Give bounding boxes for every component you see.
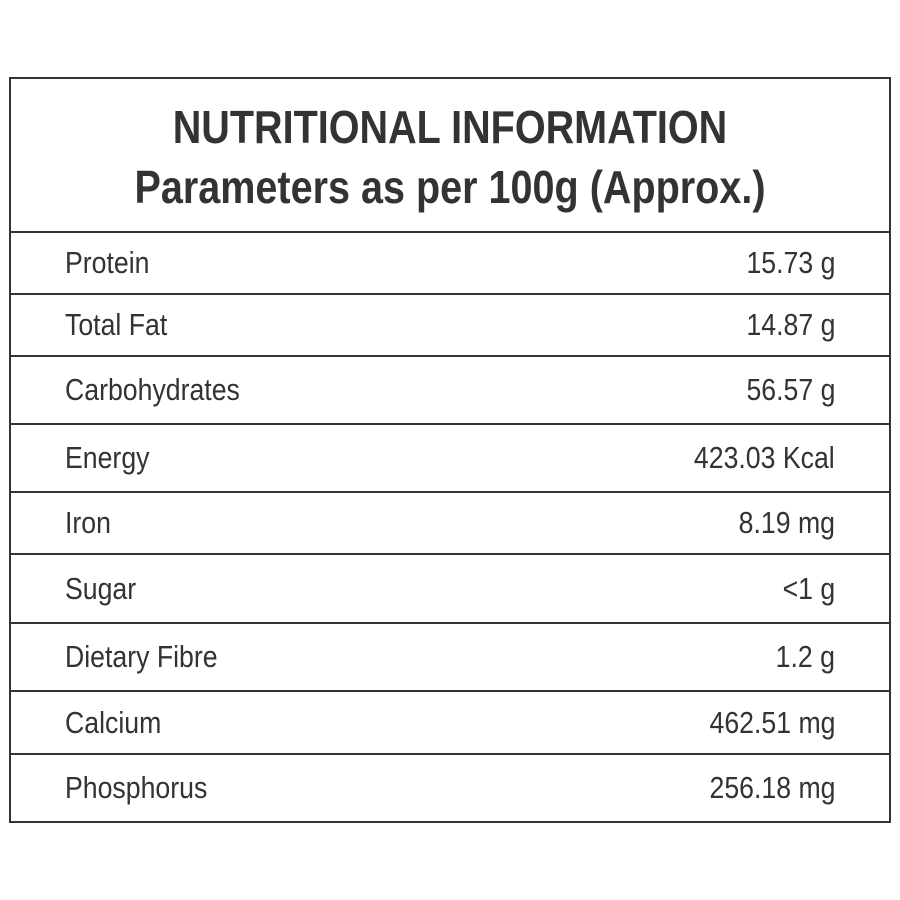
nutrient-label: Carbohydrates bbox=[65, 372, 240, 407]
nutrient-value: 14.87 g bbox=[746, 307, 835, 342]
nutrient-label: Iron bbox=[65, 505, 111, 540]
table-row: Protein 15.73 g bbox=[11, 233, 889, 295]
nutrient-label: Total Fat bbox=[65, 307, 168, 342]
nutrition-table: NUTRITIONAL INFORMATION Parameters as pe… bbox=[9, 77, 891, 823]
nutrient-value: <1 g bbox=[782, 570, 835, 606]
table-row: Sugar <1 g bbox=[11, 555, 889, 624]
nutrient-value: 462.51 mg bbox=[709, 704, 835, 740]
nutrient-label: Protein bbox=[65, 245, 150, 280]
table-title: NUTRITIONAL INFORMATION bbox=[172, 101, 728, 153]
nutrient-label: Dietary Fibre bbox=[65, 639, 218, 674]
table-row: Phosphorus 256.18 mg bbox=[11, 755, 889, 821]
nutrient-label: Calcium bbox=[65, 704, 162, 740]
table-row: Carbohydrates 56.57 g bbox=[11, 357, 889, 425]
nutrient-label: Energy bbox=[65, 440, 150, 475]
nutrient-value: 8.19 mg bbox=[738, 505, 835, 540]
table-row: Energy 423.03 Kcal bbox=[11, 425, 889, 493]
table-row: Total Fat 14.87 g bbox=[11, 295, 889, 357]
table-row: Calcium 462.51 mg bbox=[11, 692, 889, 755]
table-header: NUTRITIONAL INFORMATION Parameters as pe… bbox=[11, 79, 889, 233]
nutrient-label: Sugar bbox=[65, 570, 137, 606]
nutrient-value: 15.73 g bbox=[746, 245, 835, 280]
nutrient-value: 56.57 g bbox=[746, 372, 835, 407]
nutrient-value: 256.18 mg bbox=[709, 770, 835, 805]
table-subtitle: Parameters as per 100g (Approx.) bbox=[134, 161, 766, 213]
nutrient-label: Phosphorus bbox=[65, 770, 208, 805]
table-row: Iron 8.19 mg bbox=[11, 493, 889, 555]
table-row: Dietary Fibre 1.2 g bbox=[11, 624, 889, 692]
nutrient-value: 1.2 g bbox=[775, 639, 835, 674]
nutrient-value: 423.03 Kcal bbox=[694, 440, 835, 475]
